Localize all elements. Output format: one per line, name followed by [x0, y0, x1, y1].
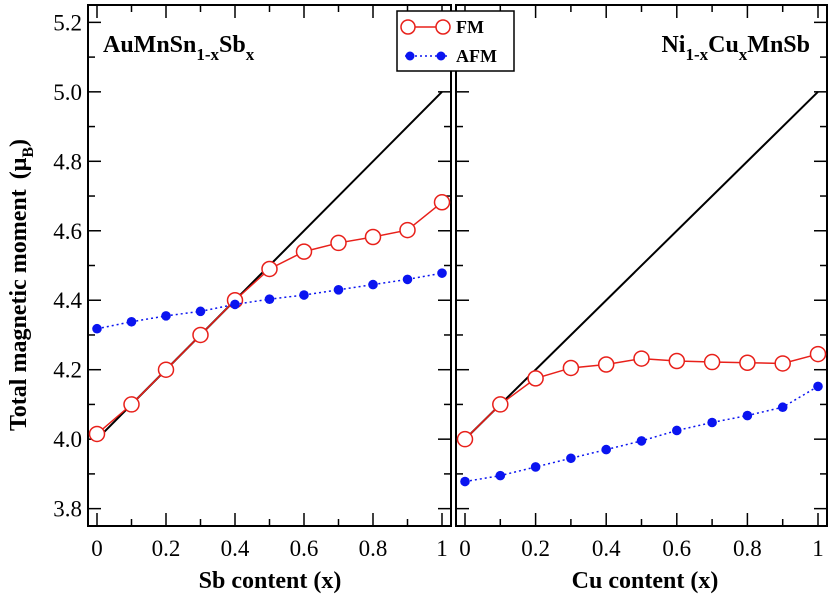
- legend-marker-afm: [405, 51, 415, 61]
- x-tick-label: 0.8: [359, 536, 388, 561]
- x-tick-label: 1: [812, 536, 824, 561]
- data-point-afm: [495, 470, 506, 481]
- x-tick-label: 0.8: [733, 536, 762, 561]
- data-point-fm: [562, 359, 580, 377]
- series-line-afm: [464, 385, 819, 483]
- data-point-afm: [264, 294, 275, 304]
- legend-label-fm: FM: [456, 17, 484, 37]
- data-point-afm: [126, 316, 137, 327]
- data-point-fm: [527, 370, 544, 387]
- data-point-fm: [295, 243, 313, 260]
- data-point-afm: [601, 444, 611, 455]
- data-point-fm: [433, 194, 451, 211]
- data-point-fm: [739, 354, 756, 372]
- data-point-fm: [261, 260, 278, 278]
- data-point-fm: [399, 221, 416, 239]
- legend: FM AFM: [396, 10, 515, 72]
- data-point-afm: [460, 476, 470, 487]
- panel-title: AuMnSn1-xSbx: [103, 32, 255, 64]
- data-point-afm: [402, 274, 413, 285]
- data-point-afm: [742, 410, 753, 421]
- panel-title: Ni1-xCuxMnSb: [661, 32, 810, 64]
- data-point-afm: [437, 268, 447, 278]
- data-point-fm: [774, 355, 791, 372]
- legend-marker-afm: [436, 51, 446, 61]
- data-point-afm: [92, 323, 102, 334]
- reference-line: [464, 91, 819, 440]
- data-point-afm: [530, 462, 541, 472]
- legend-entry-fm: FM: [400, 17, 484, 37]
- legend-box: [396, 10, 515, 72]
- y-tick-label: 4.6: [53, 219, 82, 244]
- data-point-fm: [364, 228, 382, 246]
- data-point-fm: [703, 353, 721, 371]
- data-point-fm: [157, 361, 175, 378]
- y-tick-label: 5.0: [53, 80, 82, 105]
- data-point-afm: [777, 402, 788, 413]
- x-tick-label: 0.6: [662, 536, 691, 561]
- x-tick-label: 0.2: [521, 536, 550, 561]
- data-point-afm: [161, 311, 171, 321]
- data-point-afm: [813, 381, 823, 392]
- data-point-afm: [368, 279, 378, 290]
- panel-aumnsn-sb: 0 0.2 0.4 0.6 0.8 1 3.8 4.0 4.2 4.4 4.6 4.8 5.0 5.2 A…: [53, 4, 452, 594]
- x-axis-label: Sb content (x): [199, 568, 342, 594]
- data-point-afm: [230, 299, 240, 310]
- legend-label-afm: AFM: [456, 46, 497, 66]
- x-tick-label: 1: [436, 536, 448, 561]
- y-tick-label: 4.2: [53, 358, 82, 383]
- data-point-fm: [456, 430, 474, 448]
- x-tick-label: 0.4: [592, 536, 621, 561]
- y-tick-label: 5.2: [53, 10, 82, 35]
- y-tick-label: 3.8: [53, 497, 82, 522]
- data-point-afm: [195, 306, 206, 317]
- data-point-afm: [333, 285, 344, 295]
- y-axis-label: Total magnetic moment(μB): [6, 139, 37, 431]
- x-tick-label: 0: [459, 536, 471, 561]
- legend-marker-fm: [400, 19, 416, 35]
- y-tick-label: 4.0: [53, 427, 82, 452]
- data-point-fm: [330, 234, 347, 252]
- data-point-fm: [809, 345, 827, 363]
- data-point-fm: [88, 425, 106, 443]
- data-point-fm: [668, 352, 686, 370]
- x-axis-label: Cu content (x): [572, 568, 719, 594]
- y-tick-label: 4.8: [53, 149, 82, 174]
- data-point-fm: [633, 350, 650, 367]
- data-point-afm: [299, 290, 309, 300]
- x-tick-label: 0.6: [290, 536, 319, 561]
- data-point-fm: [192, 326, 209, 344]
- series-line-fm: [96, 201, 443, 435]
- data-point-afm: [636, 436, 647, 446]
- x-tick-label: 0: [91, 536, 103, 561]
- data-point-fm: [492, 396, 509, 413]
- data-point-afm: [672, 425, 682, 436]
- y-tick-label: 4.4: [53, 288, 82, 313]
- data-point-afm: [566, 453, 576, 464]
- chart-marks: 0 0.2 0.4 0.6 0.8 1 3.8 4.0 4.2 4.4 4.6 4.8 5.0 5.2: [53, 5, 451, 561]
- x-tick-label: 0.2: [152, 536, 181, 561]
- legend-entry-afm: AFM: [405, 46, 497, 66]
- x-tick-label: 0.4: [221, 536, 250, 561]
- data-point-fm: [597, 356, 615, 373]
- data-point-afm: [707, 417, 717, 428]
- panel-nicumnsb: 0 0.2 0.4 0.6 0.8 1 Ni1-xCuxMnSb Cu content (…: [455, 4, 828, 594]
- legend-marker-fm: [435, 19, 451, 35]
- chart-marks: 0 0.2 0.4 0.6 0.8 1: [456, 5, 827, 561]
- data-point-fm: [123, 396, 140, 413]
